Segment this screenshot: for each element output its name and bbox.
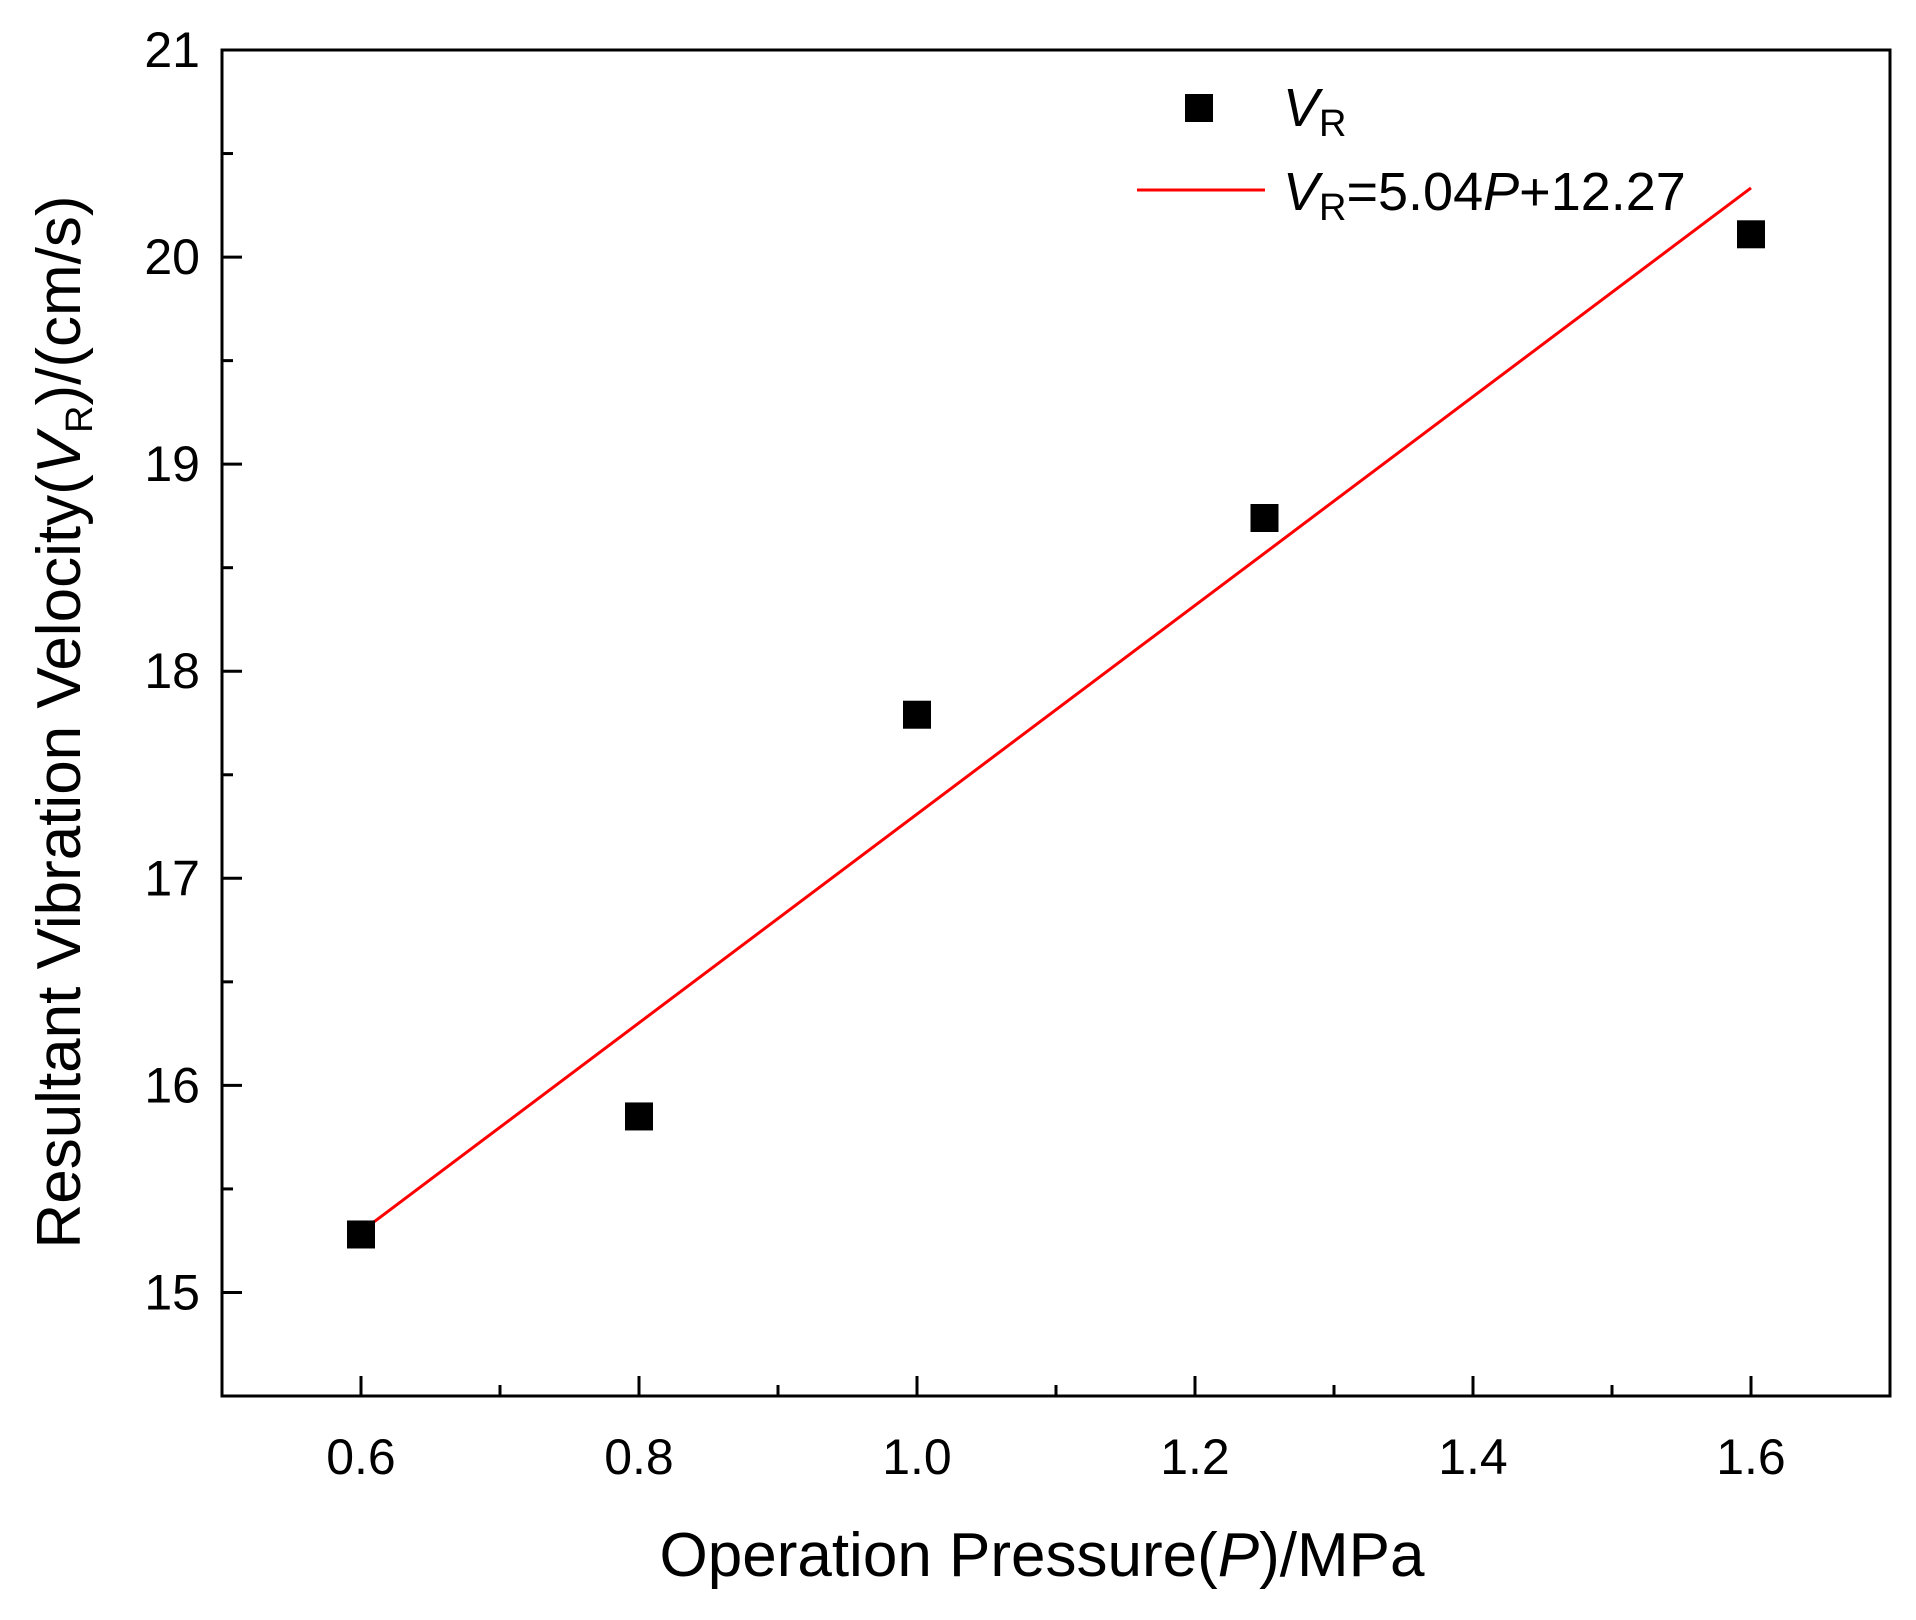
y-tick-label: 18 [144, 643, 200, 699]
x-tick-label: 0.6 [326, 1429, 396, 1485]
data-point [1250, 503, 1279, 532]
y-axis-ticks: 15 16 17 18 19 20 21 [144, 22, 242, 1320]
legend-label-scatter: VR [1283, 78, 1346, 145]
plot-frame [220, 48, 1892, 1398]
x-tick-label: 0.8 [604, 1429, 674, 1485]
data-point [1737, 220, 1765, 249]
x-tick-label: 1.4 [1438, 1429, 1508, 1485]
x-tick-label: 1.0 [882, 1429, 952, 1485]
y-tick-label: 19 [144, 436, 200, 492]
legend: VR VR=5.04P+12.27 [1137, 78, 1686, 229]
data-points [347, 220, 1765, 1249]
data-point [347, 1220, 375, 1249]
data-point [903, 700, 931, 729]
legend-label-fit: VR=5.04P+12.27 [1283, 162, 1686, 229]
x-axis-ticks: 0.6 0.8 1.0 1.2 1.4 1.6 [326, 1376, 1786, 1485]
fit-line [360, 186, 1752, 1233]
y-tick-label: 16 [144, 1057, 200, 1113]
x-axis-label: Operation Pressure(P)/MPa [660, 1521, 1425, 1590]
y-tick-label: 21 [144, 22, 200, 78]
x-tick-label: 1.6 [1716, 1429, 1786, 1485]
y-tick-label: 17 [144, 850, 200, 906]
y-tick-label: 15 [144, 1264, 200, 1320]
y-tick-label: 20 [144, 229, 200, 285]
data-point [625, 1102, 653, 1131]
y-axis-label: Resultant Vibration Velocity(VR)/(cm/s) [25, 195, 101, 1248]
x-tick-label: 1.2 [1160, 1429, 1230, 1485]
legend-marker-square [1185, 94, 1213, 122]
